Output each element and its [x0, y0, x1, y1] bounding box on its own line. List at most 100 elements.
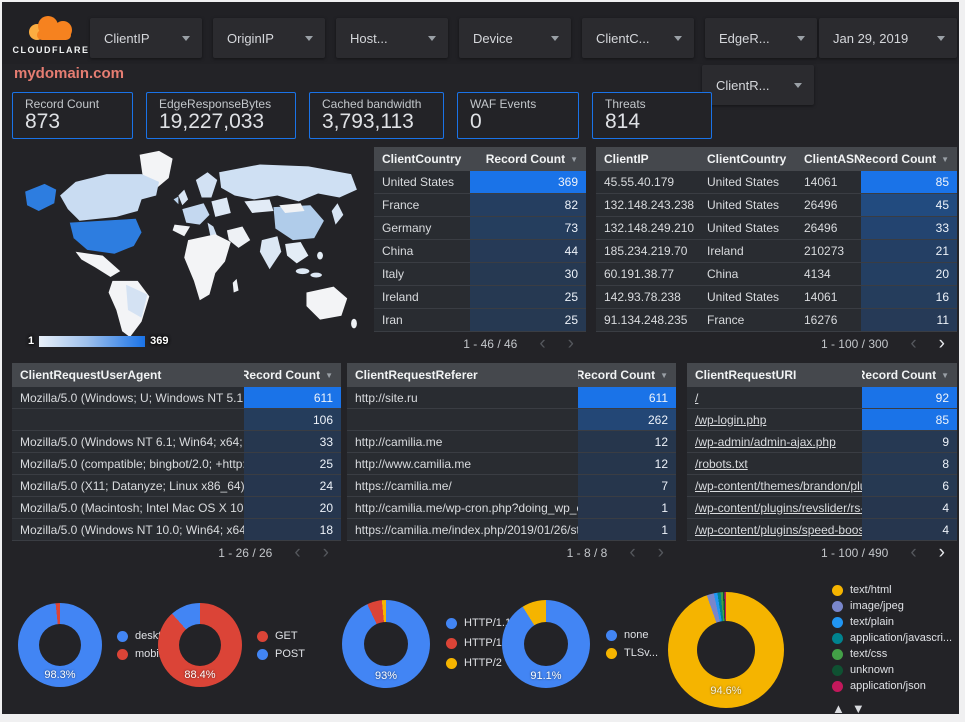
prev-page-icon[interactable]: ‹ — [910, 333, 917, 354]
filter-chip-clientc[interactable]: ClientC... — [582, 18, 694, 58]
cloudflare-wordmark: CLOUDFLARE — [12, 45, 90, 55]
column-header-label: Record Count — [578, 368, 656, 382]
column-header-clientcountry[interactable]: ClientCountry — [699, 147, 796, 171]
table-row[interactable]: / 92 — [687, 387, 957, 409]
donut-chart[interactable]: 93% — [342, 600, 430, 688]
next-page-icon[interactable]: › — [322, 542, 329, 563]
table-row[interactable]: Mozilla/5.0 (Windows NT 10.0; Win64; x64… — [12, 519, 341, 541]
table-row[interactable]: Italy 30 — [374, 263, 586, 286]
column-header-clientrequestuseragent[interactable]: ClientRequestUserAgent — [12, 363, 244, 387]
table-row[interactable]: /wp-content/plugins/revslider/rs-p...4 — [687, 497, 957, 519]
column-header-record-count[interactable]: Record Count ▼ — [470, 147, 586, 171]
filter-chip-originip[interactable]: OriginIP — [213, 18, 325, 58]
date-range-filter[interactable]: Jan 29, 2019 — [819, 18, 957, 58]
column-header-clientrequesturi[interactable]: ClientRequestURI — [687, 363, 862, 387]
dashboard-canvas: CLOUDFLARE ClientIP OriginIP Host... Device… — [2, 2, 959, 714]
column-header-record-count[interactable]: Record Count ▼ — [862, 363, 957, 387]
prev-page-icon[interactable]: ‹ — [539, 333, 546, 354]
table-row[interactable]: http://site.ru 611 — [347, 387, 676, 409]
table-row[interactable]: 185.234.219.70 Ireland 210273 21 — [596, 240, 957, 263]
filter-chip-host[interactable]: Host... — [336, 18, 448, 58]
table-row[interactable]: United States 369 — [374, 171, 586, 194]
table-row[interactable]: China 44 — [374, 240, 586, 263]
table-row[interactable]: Germany 73 — [374, 217, 586, 240]
column-header-clientrequestreferer[interactable]: ClientRequestReferer — [347, 363, 578, 387]
legend-item-http-1-1: HTTP/1.1 — [446, 617, 516, 631]
table-cell: https://camilia.me/ — [355, 478, 452, 493]
donut-chart[interactable]: 88.4% — [158, 603, 242, 687]
column-header-clientip[interactable]: ClientIP — [596, 147, 699, 171]
table-row[interactable]: Iran 25 — [374, 309, 586, 332]
table-row[interactable]: 142.93.78.238 United States 14061 16 — [596, 286, 957, 309]
next-page-icon[interactable]: › — [938, 333, 945, 354]
table-cell: Iran — [382, 313, 403, 327]
table-row[interactable]: /wp-admin/admin-ajax.php 9 — [687, 431, 957, 453]
legend-dot-icon — [832, 681, 843, 692]
column-header-clientasn[interactable]: ClientASN — [796, 147, 861, 171]
scorecard-threats: Threats 814 — [592, 92, 712, 139]
next-page-icon[interactable]: › — [938, 542, 945, 563]
table-row[interactable]: /wp-content/plugins/speed-booste...4 — [687, 519, 957, 541]
table-row[interactable]: Mozilla/5.0 (Windows NT 6.1; Win64; x64;… — [12, 431, 341, 453]
table-row[interactable]: Mozilla/5.0 (Windows; U; Windows NT 5.1;… — [12, 387, 341, 409]
table-cell: 26496 — [804, 221, 838, 235]
legend-label: application/javascri... — [850, 632, 953, 644]
donut-chart[interactable]: 98.3% — [18, 603, 102, 687]
next-page-icon[interactable]: › — [567, 333, 574, 354]
column-header-record-count[interactable]: Record Count ▼ — [244, 363, 341, 387]
table-row[interactable]: https://camilia.me/7 — [347, 475, 676, 497]
column-header-clientcountry[interactable]: ClientCountry — [374, 147, 470, 171]
prev-page-icon[interactable]: ‹ — [294, 542, 301, 563]
table-row[interactable]: 106 — [12, 409, 341, 431]
prev-page-icon[interactable]: ‹ — [910, 542, 917, 563]
legend-label: text/html — [850, 584, 892, 596]
table-row[interactable]: 91.134.248.235 France 16276 11 — [596, 309, 957, 332]
column-header-record-count[interactable]: Record Count ▼ — [861, 147, 957, 171]
client-request-user-agent-table: ClientRequestUserAgent Record Count ▼ Mozil… — [12, 363, 341, 563]
filter-chip-clientr[interactable]: ClientR... — [702, 65, 814, 105]
table-row[interactable]: http://www.camilia.me 12 — [347, 453, 676, 475]
table-header-row: ClientRequestURI Record Count ▼ — [687, 363, 957, 387]
table-row[interactable]: /robots.txt 8 — [687, 453, 957, 475]
table-row[interactable]: 45.55.40.179 United States 14061 85 — [596, 171, 957, 194]
country-western-europe — [182, 203, 210, 225]
donut-chart[interactable]: 94.6% — [668, 592, 784, 708]
record-count-cell: 7 — [578, 475, 676, 496]
filter-chip-device[interactable]: Device — [459, 18, 571, 58]
table-row[interactable]: Mozilla/5.0 (X11; Datanyze; Linux x86_64… — [12, 475, 341, 497]
table-row[interactable]: Mozilla/5.0 (Macintosh; Intel Mac OS X 1… — [12, 497, 341, 519]
world-map[interactable] — [12, 147, 372, 341]
table-row[interactable]: 262 — [347, 409, 676, 431]
filter-label: Host... — [350, 30, 388, 46]
filter-label: Device — [473, 30, 513, 46]
next-page-icon[interactable]: › — [657, 542, 664, 563]
table-row[interactable]: 132.148.243.238 United States 26496 45 — [596, 194, 957, 217]
table-row[interactable]: Ireland 25 — [374, 286, 586, 309]
table-row[interactable]: https://camilia.me/index.php/2019/01/26/… — [347, 519, 676, 541]
table-row[interactable]: Mozilla/5.0 (compatible; bingbot/2.0; +h… — [12, 453, 341, 475]
table-header-row: ClientRequestReferer Record Count ▼ — [347, 363, 676, 387]
column-header-label: Record Count — [485, 152, 566, 166]
geo-map-chart[interactable]: 1 369 — [12, 147, 372, 353]
filter-chip-clientip[interactable]: ClientIP — [90, 18, 202, 58]
table-cell: /robots.txt — [695, 456, 748, 471]
table-row[interactable]: /wp-login.php 85 — [687, 409, 957, 431]
column-header-record-count[interactable]: Record Count ▼ — [578, 363, 676, 387]
table-row[interactable]: http://camilia.me 12 — [347, 431, 676, 453]
scorecard-value: 3,793,113 — [322, 110, 414, 133]
donut-percent-label: 98.3% — [44, 669, 76, 681]
table-cell: /wp-content/plugins/revslider/rs-p... — [695, 500, 862, 515]
prev-page-icon[interactable]: ‹ — [629, 542, 636, 563]
device-type-donut: 98.3% deskt... mobile — [18, 603, 170, 687]
table-cell: 14061 — [804, 175, 838, 189]
legend-prev-icon[interactable]: ▲ — [832, 701, 845, 714]
table-row[interactable]: 60.191.38.77 China 4134 20 — [596, 263, 957, 286]
table-row[interactable]: 132.148.249.210 United States 26496 33 — [596, 217, 957, 240]
filter-chip-edger[interactable]: EdgeR... — [705, 18, 817, 58]
legend-next-icon[interactable]: ▼ — [851, 701, 865, 714]
table-row[interactable]: /wp-content/themes/brandon/plu... 6 — [687, 475, 957, 497]
country-madagascar — [232, 278, 239, 293]
donut-chart[interactable]: 91.1% — [502, 600, 590, 688]
table-row[interactable]: http://camilia.me/wp-cron.php?doing_wp_c… — [347, 497, 676, 519]
table-row[interactable]: France 82 — [374, 194, 586, 217]
